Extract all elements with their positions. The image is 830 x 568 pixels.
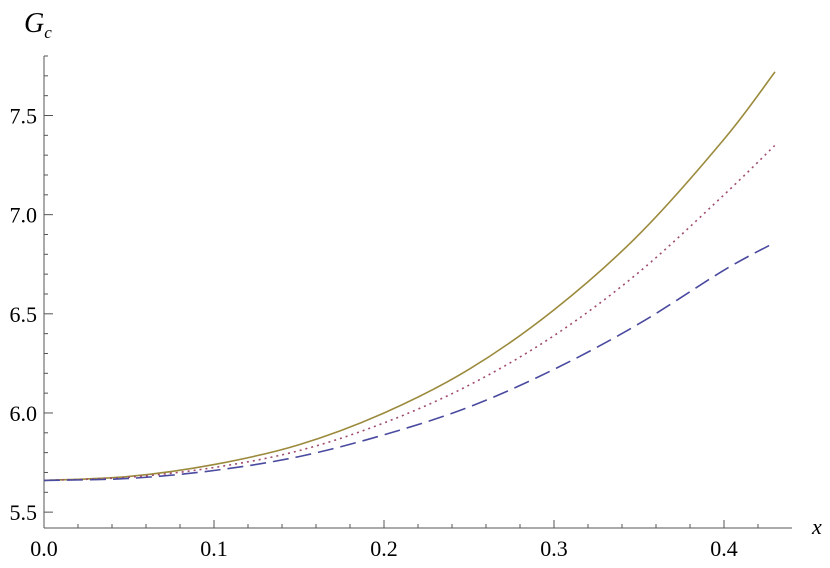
x-tick-label: 0.4 <box>710 536 738 561</box>
y-axis-title: Gc <box>24 8 52 42</box>
x-tick-label: 0.1 <box>200 536 228 561</box>
x-tick-label: 0.0 <box>30 536 58 561</box>
y-tick-label: 6.5 <box>10 302 38 327</box>
x-tick-label: 0.3 <box>540 536 568 561</box>
x-tick-label: 0.2 <box>370 536 398 561</box>
y-axis-title-subscript: c <box>44 23 52 42</box>
y-tick-label: 7.0 <box>10 203 38 228</box>
series-line-dashed <box>43 241 776 482</box>
y-tick-label: 7.5 <box>10 103 38 128</box>
series-line-dotted <box>43 144 776 482</box>
y-tick-label: 6.0 <box>10 401 38 426</box>
series-line-solid <box>43 71 776 482</box>
axes <box>43 56 792 529</box>
series-group <box>43 71 776 482</box>
y-axis-title-main: G <box>24 8 44 39</box>
x-axis-title: x <box>811 514 822 539</box>
y-tick-label: 5.5 <box>10 500 38 525</box>
ticks: 0.0 0.1 0.2 0.3 0.4 5.5 6.0 6.5 7.0 7.5 <box>10 55 759 561</box>
